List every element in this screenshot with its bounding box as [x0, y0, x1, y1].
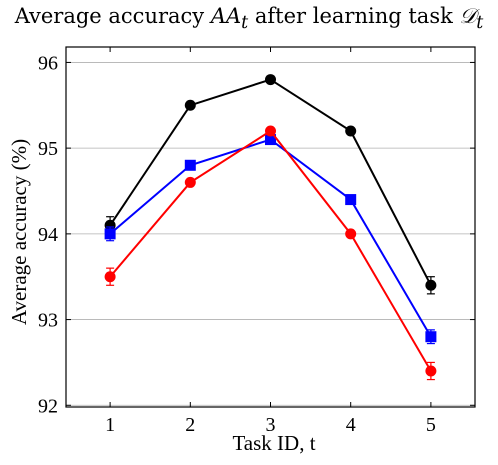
data-point — [104, 219, 116, 231]
series-3 — [104, 125, 437, 381]
data-point — [425, 279, 437, 291]
chart-title-math1-sub: t — [241, 13, 249, 34]
data-point — [104, 228, 116, 240]
chart-title-math2: 𝒟 — [459, 4, 477, 28]
data-point — [265, 125, 276, 137]
data-point — [184, 176, 196, 188]
data-point — [104, 271, 116, 283]
data-point — [345, 228, 357, 240]
series-2 — [104, 134, 437, 345]
data-point — [425, 331, 437, 343]
x-tick-label: 2 — [185, 414, 195, 436]
plot-frame — [65, 46, 476, 408]
data-point — [184, 159, 196, 171]
y-tick-label: 96 — [38, 52, 58, 74]
x-tick-label: 1 — [105, 414, 115, 436]
data-point — [265, 134, 276, 146]
x-axis-label: Task ID, t — [232, 431, 315, 455]
y-tick-label: 93 — [38, 310, 58, 332]
y-tick-label: 95 — [38, 138, 58, 160]
y-tick-label: 92 — [38, 395, 58, 417]
grid-lines — [66, 62, 475, 406]
series-line — [109, 129, 432, 372]
chart-title-math2-sub: t — [476, 13, 484, 34]
x-tick-label: 3 — [266, 414, 276, 436]
data-point — [425, 365, 437, 377]
series-group — [104, 74, 437, 381]
y-axis-label: Average accuracy (%) — [7, 139, 31, 325]
data-point — [265, 74, 276, 86]
y-tick-label: 94 — [38, 224, 58, 246]
chart-title-middle: after learning task — [248, 4, 460, 28]
x-tick-label: 5 — [426, 414, 436, 436]
data-point — [184, 99, 196, 111]
data-point — [345, 194, 357, 206]
x-tick-label: 4 — [346, 414, 356, 436]
series-1 — [104, 74, 437, 295]
chart-title: Average accuracy AAt after learning task… — [0, 4, 498, 33]
data-point — [345, 125, 357, 137]
series-line — [109, 138, 432, 338]
chart-title-math1: AA — [210, 4, 242, 28]
chart-title-prefix: Average accuracy — [14, 4, 211, 28]
axes: 92 93 94 95 96 1 2 3 4 5 — [38, 47, 475, 436]
